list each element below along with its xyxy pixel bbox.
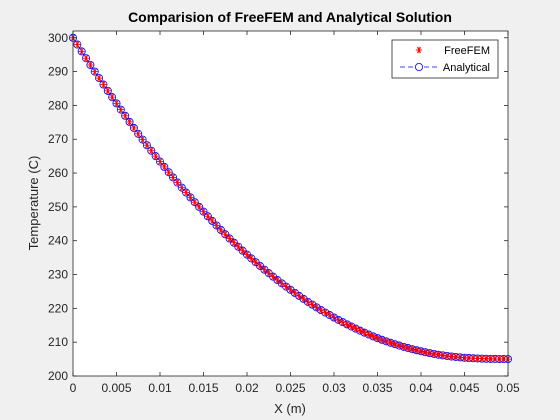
x-tick-label: 0.015 [188,381,218,395]
y-tick-label: 260 [48,166,68,180]
x-tick-label: 0.025 [275,381,305,395]
x-tick-label: 0.03 [322,381,346,395]
chart-title: Comparision of FreeFEM and Analytical So… [128,9,452,25]
y-tick-label: 270 [48,132,68,146]
y-tick-label: 250 [48,200,68,214]
y-tick-label: 220 [48,301,68,315]
axes-background [73,31,508,376]
x-tick-label: 0.05 [496,381,520,395]
legend-analytical-label: Analytical [443,62,490,74]
legend-analytical-marker [415,63,422,70]
legend-freefem-label: FreeFEM [444,45,490,57]
x-tick-label: 0.04 [409,381,433,395]
y-tick-label: 300 [48,31,68,45]
y-axis-label: Temperature (C) [26,156,41,251]
x-tick-label: 0.01 [148,381,172,395]
y-tick-label: 280 [48,98,68,112]
y-tick-label: 230 [48,268,68,282]
legend: FreeFEM Analytical [392,40,498,78]
x-axis-label: X (m) [274,401,306,416]
y-tick-label: 200 [48,369,68,383]
x-tick-label: 0.02 [235,381,259,395]
y-tick-label: 290 [48,65,68,79]
y-tick-label: 210 [48,335,68,349]
x-tick-label: 0.005 [101,381,131,395]
x-tick-label: 0.035 [362,381,392,395]
x-tick-label: 0 [70,381,77,395]
x-tick-label: 0.045 [449,381,479,395]
y-tick-label: 240 [48,234,68,248]
